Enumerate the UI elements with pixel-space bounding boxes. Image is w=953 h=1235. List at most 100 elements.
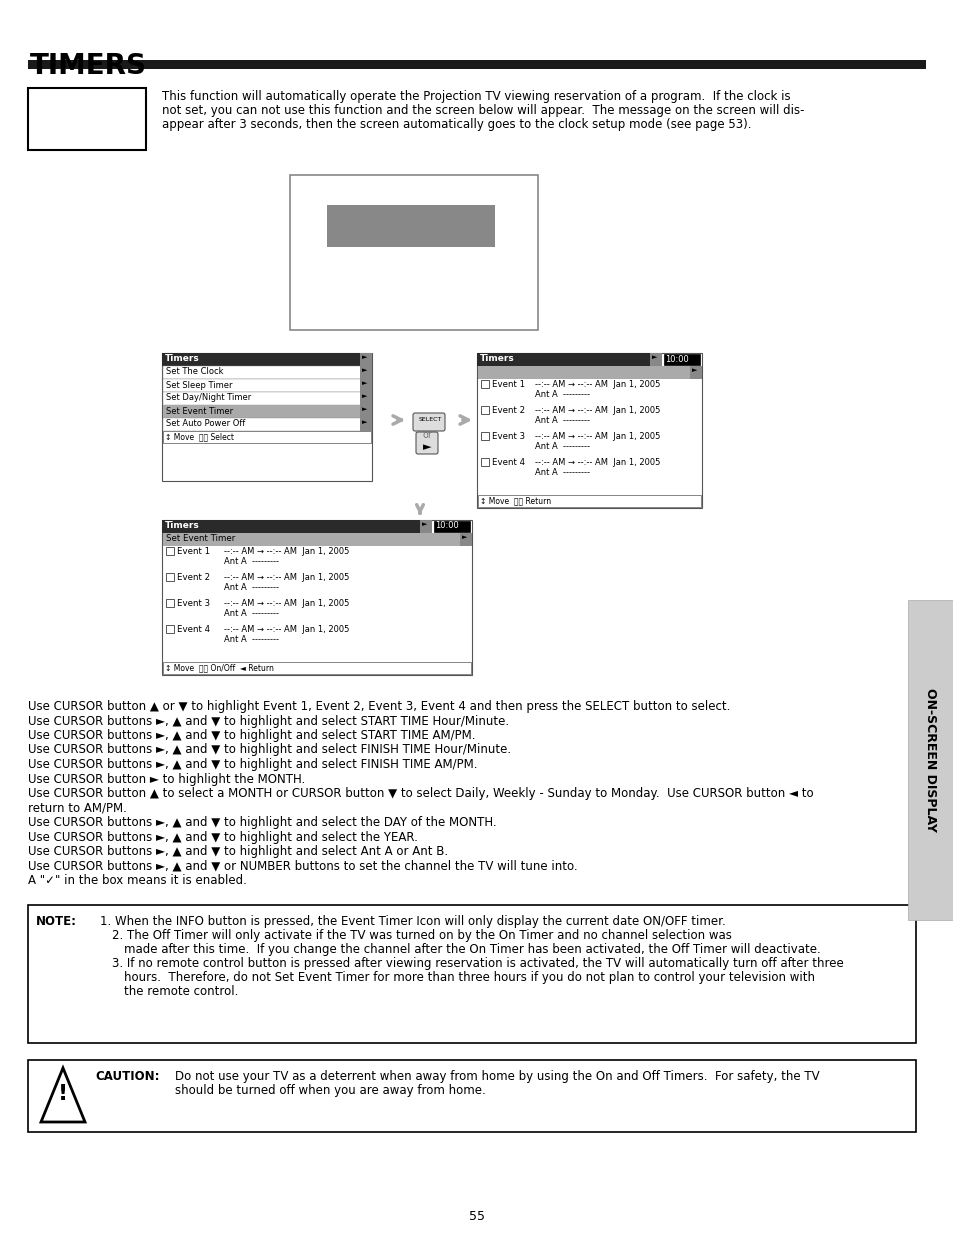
Bar <box>290 175 537 330</box>
Text: ►: ► <box>361 380 367 387</box>
Text: Use CURSOR buttons ►, ▲ and ▼ to highlight and select FINISH TIME AM/PM.: Use CURSOR buttons ►, ▲ and ▼ to highlig… <box>28 758 477 771</box>
Text: ►: ► <box>361 406 367 412</box>
Bar <box>163 391 371 405</box>
Text: ►: ► <box>361 368 367 373</box>
Text: This function will automatically operate the Projection TV viewing reservation o: This function will automatically operate… <box>162 90 790 103</box>
Polygon shape <box>41 1068 85 1123</box>
Text: 3. If no remote control button is pressed after viewing reservation is activated: 3. If no remote control button is presse… <box>112 957 842 969</box>
Text: ↕ Move  ⓈⓂ On/Off  ◄ Return: ↕ Move ⓈⓂ On/Off ◄ Return <box>165 663 274 673</box>
Bar <box>162 520 472 676</box>
Text: ►: ► <box>651 354 657 359</box>
Text: CAUTION:: CAUTION: <box>95 1070 159 1083</box>
Text: Use CURSOR buttons ►, ▲ and ▼ to highlight and select START TIME Hour/Minute.: Use CURSOR buttons ►, ▲ and ▼ to highlig… <box>28 715 509 727</box>
Text: made after this time.  If you change the channel after the On Timer has been act: made after this time. If you change the … <box>124 944 820 956</box>
Bar <box>359 417 372 431</box>
Text: ►: ► <box>361 354 367 359</box>
Bar <box>359 379 372 391</box>
Bar <box>28 61 925 69</box>
Text: Use CURSOR buttons ►, ▲ and ▼ to highlight and select START TIME AM/PM.: Use CURSOR buttons ►, ▲ and ▼ to highlig… <box>28 729 475 742</box>
Text: Set Event Timer: Set Event Timer <box>166 534 235 543</box>
Text: Use CURSOR buttons ►, ▲ and ▼ to highlight and select FINISH TIME Hour/Minute.: Use CURSOR buttons ►, ▲ and ▼ to highlig… <box>28 743 511 757</box>
Text: the remote control.: the remote control. <box>124 986 238 998</box>
Text: Use CURSOR buttons ►, ▲ and ▼ or NUMBER buttons to set the channel the TV will t: Use CURSOR buttons ►, ▲ and ▼ or NUMBER … <box>28 860 577 872</box>
Bar <box>28 905 915 1044</box>
Text: Use CURSOR button ▲ to select a MONTH or CURSOR button ▼ to select Daily, Weekly: Use CURSOR button ▲ to select a MONTH or… <box>28 787 813 800</box>
Text: Ant A  ---------: Ant A --------- <box>535 390 589 399</box>
Text: Use CURSOR button ▲ or ▼ to highlight Event 1, Event 2, Event 3, Event 4 and the: Use CURSOR button ▲ or ▼ to highlight Ev… <box>28 700 730 713</box>
Text: Ant A  ---------: Ant A --------- <box>224 583 278 592</box>
Bar <box>480 380 489 388</box>
Text: Timers: Timers <box>479 354 515 363</box>
Text: SELECT: SELECT <box>418 417 442 422</box>
Text: !: ! <box>58 1084 68 1104</box>
Text: or: or <box>421 430 432 440</box>
Bar <box>162 353 372 480</box>
Text: Event 2: Event 2 <box>492 406 524 415</box>
Text: --:-- AM → --:-- AM  Jan 1, 2005: --:-- AM → --:-- AM Jan 1, 2005 <box>535 380 659 389</box>
Bar <box>907 600 953 920</box>
Text: 1. When the INFO button is pressed, the Event Timer Icon will only display the c: 1. When the INFO button is pressed, the … <box>100 915 725 927</box>
Text: --:-- AM → --:-- AM  Jan 1, 2005: --:-- AM → --:-- AM Jan 1, 2005 <box>535 432 659 441</box>
Bar <box>28 1060 915 1132</box>
Text: Set Day/Night Timer: Set Day/Night Timer <box>166 394 251 403</box>
Text: A "✓" in the box means it is enabled.: A "✓" in the box means it is enabled. <box>28 874 247 887</box>
Text: Use CURSOR buttons ►, ▲ and ▼ to highlight and select the YEAR.: Use CURSOR buttons ►, ▲ and ▼ to highlig… <box>28 830 417 844</box>
Text: 55: 55 <box>469 1210 484 1223</box>
Text: Ant A  ---------: Ant A --------- <box>224 635 278 643</box>
Text: Set Event Timer: Set Event Timer <box>166 406 233 415</box>
Bar <box>477 495 700 508</box>
Bar <box>359 366 372 379</box>
Bar <box>163 379 371 391</box>
Text: Timers: Timers <box>165 354 199 363</box>
Bar <box>163 662 471 674</box>
Text: 10:00: 10:00 <box>435 521 458 531</box>
Bar <box>477 366 700 379</box>
Bar <box>166 547 173 555</box>
Bar <box>163 534 471 546</box>
Text: --:-- AM → --:-- AM  Jan 1, 2005: --:-- AM → --:-- AM Jan 1, 2005 <box>535 458 659 467</box>
Bar <box>166 625 173 634</box>
Text: ►: ► <box>691 367 697 373</box>
Text: Event 1: Event 1 <box>492 380 524 389</box>
Bar <box>163 417 371 431</box>
Bar <box>359 353 372 366</box>
Text: TIMERS: TIMERS <box>30 52 147 80</box>
Text: Event 3: Event 3 <box>492 432 524 441</box>
Bar <box>162 353 372 366</box>
Text: Event 4: Event 4 <box>492 458 524 467</box>
Bar <box>689 366 701 379</box>
Text: NOTE:: NOTE: <box>36 915 77 927</box>
Text: 10:00: 10:00 <box>664 354 688 363</box>
Text: Ant A  ---------: Ant A --------- <box>224 557 278 566</box>
Bar <box>480 432 489 440</box>
Text: ↕ Move  ⓈⓂ Select: ↕ Move ⓈⓂ Select <box>165 432 233 441</box>
Text: Set Auto Power Off: Set Auto Power Off <box>166 420 245 429</box>
Bar <box>476 353 661 366</box>
Text: Event 2: Event 2 <box>177 573 210 582</box>
Text: Ant A  ---------: Ant A --------- <box>535 468 589 477</box>
Text: appear after 3 seconds, then the screen automatically goes to the clock setup mo: appear after 3 seconds, then the screen … <box>162 119 751 131</box>
Bar <box>649 353 661 366</box>
Bar <box>28 88 146 149</box>
Bar <box>419 520 432 534</box>
Text: Event 3: Event 3 <box>177 599 210 608</box>
Bar <box>476 353 701 508</box>
Bar <box>327 205 495 247</box>
Text: ►: ► <box>361 394 367 399</box>
Text: Ant A  ---------: Ant A --------- <box>535 442 589 451</box>
Bar <box>480 406 489 414</box>
Text: --:-- AM → --:-- AM  Jan 1, 2005: --:-- AM → --:-- AM Jan 1, 2005 <box>535 406 659 415</box>
Bar <box>434 521 470 532</box>
FancyBboxPatch shape <box>416 432 437 454</box>
Bar <box>359 405 372 417</box>
Text: Use CURSOR button ► to highlight the MONTH.: Use CURSOR button ► to highlight the MON… <box>28 773 305 785</box>
FancyBboxPatch shape <box>413 412 444 431</box>
Text: --:-- AM → --:-- AM  Jan 1, 2005: --:-- AM → --:-- AM Jan 1, 2005 <box>224 547 349 556</box>
Bar <box>163 405 371 417</box>
Bar <box>480 458 489 466</box>
Text: --:-- AM → --:-- AM  Jan 1, 2005: --:-- AM → --:-- AM Jan 1, 2005 <box>224 573 349 582</box>
Text: ►: ► <box>422 442 431 452</box>
Text: --:-- AM → --:-- AM  Jan 1, 2005: --:-- AM → --:-- AM Jan 1, 2005 <box>224 625 349 634</box>
Bar <box>459 534 472 546</box>
Text: ON-SCREEN DISPLAY: ON-SCREEN DISPLAY <box>923 688 937 832</box>
